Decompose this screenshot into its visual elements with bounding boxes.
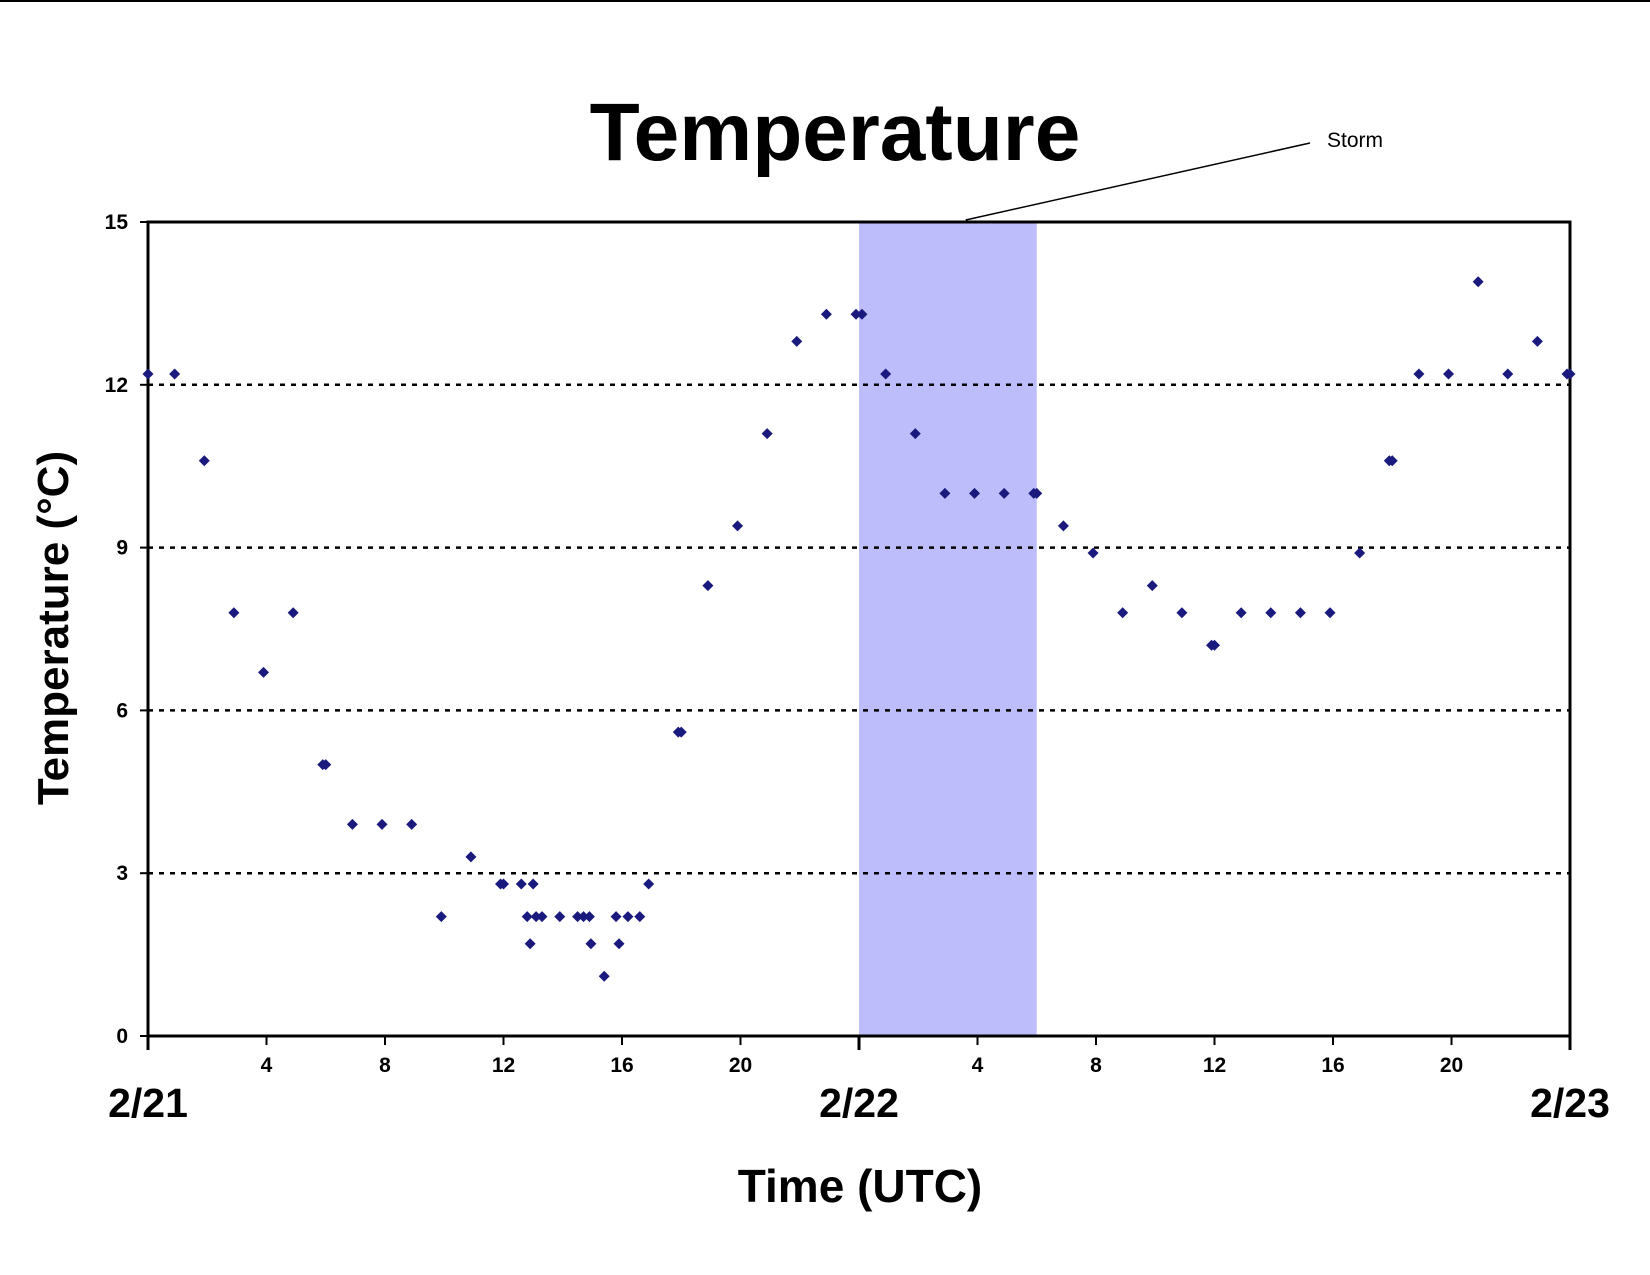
data-point bbox=[634, 911, 646, 923]
data-point bbox=[1209, 639, 1220, 651]
data-point bbox=[1564, 368, 1576, 380]
data-point bbox=[583, 911, 595, 923]
y-tick-label: 3 bbox=[116, 862, 128, 885]
data-point bbox=[1531, 335, 1543, 347]
data-point bbox=[791, 335, 803, 347]
data-point bbox=[527, 878, 539, 890]
data-point bbox=[287, 607, 299, 619]
data-point bbox=[554, 911, 566, 923]
x-tick-label: 4 bbox=[261, 1054, 273, 1077]
x-tick-label: 12 bbox=[492, 1054, 515, 1077]
data-point bbox=[515, 878, 527, 890]
data-points bbox=[142, 276, 1576, 982]
data-point bbox=[732, 520, 744, 532]
data-point bbox=[376, 818, 388, 830]
data-point bbox=[1265, 607, 1277, 619]
data-point bbox=[465, 851, 477, 863]
storm-annotation-label: Storm bbox=[1327, 129, 1383, 152]
y-tick-label: 0 bbox=[116, 1025, 128, 1048]
data-point bbox=[1176, 607, 1188, 619]
data-point bbox=[622, 911, 634, 923]
data-point bbox=[1386, 455, 1398, 467]
data-point bbox=[1057, 520, 1069, 532]
data-point bbox=[1235, 607, 1247, 619]
y-tick-label: 12 bbox=[105, 374, 128, 397]
date-label: 2/21 bbox=[108, 1080, 188, 1126]
x-tick-label: 8 bbox=[1090, 1054, 1102, 1077]
data-point bbox=[909, 428, 921, 440]
data-point bbox=[610, 911, 622, 923]
data-point bbox=[702, 580, 714, 592]
data-point bbox=[850, 308, 862, 320]
data-point bbox=[1413, 368, 1425, 380]
y-axis-label: Temperature (°C) bbox=[29, 451, 78, 805]
x-tick-label: 16 bbox=[1321, 1054, 1344, 1077]
data-point bbox=[1294, 607, 1306, 619]
storm-annotation-leader-line bbox=[965, 142, 1311, 221]
y-axis-ticks: 0 3 6 9 12 15 bbox=[105, 211, 148, 1048]
data-point bbox=[536, 911, 548, 923]
data-point bbox=[1117, 607, 1129, 619]
storm-region-layer bbox=[859, 222, 1037, 1036]
storm-shaded-region bbox=[859, 222, 1037, 1036]
data-point bbox=[577, 911, 589, 923]
data-point bbox=[435, 911, 447, 923]
date-label: 2/22 bbox=[819, 1080, 899, 1126]
data-point bbox=[820, 308, 832, 320]
y-tick-label: 9 bbox=[116, 537, 128, 560]
x-axis-label: Time (UTC) bbox=[738, 1160, 983, 1212]
data-point bbox=[1146, 580, 1158, 592]
data-point bbox=[880, 368, 892, 380]
x-tick-label: 16 bbox=[610, 1054, 633, 1077]
x-tick-label: 20 bbox=[729, 1054, 752, 1077]
data-point bbox=[521, 911, 533, 923]
data-point bbox=[530, 911, 542, 923]
data-point bbox=[969, 487, 981, 499]
data-point bbox=[142, 368, 154, 380]
data-point bbox=[1354, 547, 1366, 559]
data-point bbox=[1031, 487, 1043, 499]
data-point bbox=[1324, 607, 1336, 619]
x-axis-ticks: 4 8 12 16 20 4 8 12 16 20 bbox=[146, 1036, 1572, 1077]
data-point bbox=[1087, 547, 1099, 559]
data-point bbox=[198, 455, 210, 467]
data-point bbox=[761, 428, 773, 440]
data-point bbox=[524, 938, 536, 950]
data-point bbox=[675, 726, 687, 738]
x-tick-label: 20 bbox=[1440, 1054, 1463, 1077]
y-tick-label: 6 bbox=[116, 699, 128, 722]
date-label: 2/23 bbox=[1530, 1080, 1610, 1126]
x-tick-label: 8 bbox=[379, 1054, 391, 1077]
date-labels: 2/21 2/22 2/23 bbox=[108, 1080, 1610, 1126]
data-point bbox=[228, 607, 240, 619]
data-point bbox=[856, 308, 868, 320]
x-tick-label: 12 bbox=[1203, 1054, 1226, 1077]
data-point bbox=[406, 818, 418, 830]
data-point bbox=[169, 368, 181, 380]
x-tick-label: 4 bbox=[972, 1054, 984, 1077]
data-point bbox=[613, 938, 625, 950]
data-point bbox=[1472, 276, 1484, 288]
data-point bbox=[643, 878, 655, 890]
data-point bbox=[572, 911, 584, 923]
y-tick-label: 15 bbox=[105, 211, 129, 234]
chart-title: Temperature bbox=[590, 87, 1081, 178]
data-point bbox=[939, 487, 951, 499]
data-point bbox=[320, 759, 332, 771]
data-point bbox=[998, 487, 1010, 499]
data-point bbox=[1502, 368, 1514, 380]
data-point bbox=[498, 878, 509, 890]
top-border-line bbox=[0, 0, 1650, 2]
data-point bbox=[598, 970, 610, 982]
data-point bbox=[346, 818, 358, 830]
data-point bbox=[258, 666, 270, 678]
data-point bbox=[585, 938, 597, 950]
data-point bbox=[1443, 368, 1455, 380]
